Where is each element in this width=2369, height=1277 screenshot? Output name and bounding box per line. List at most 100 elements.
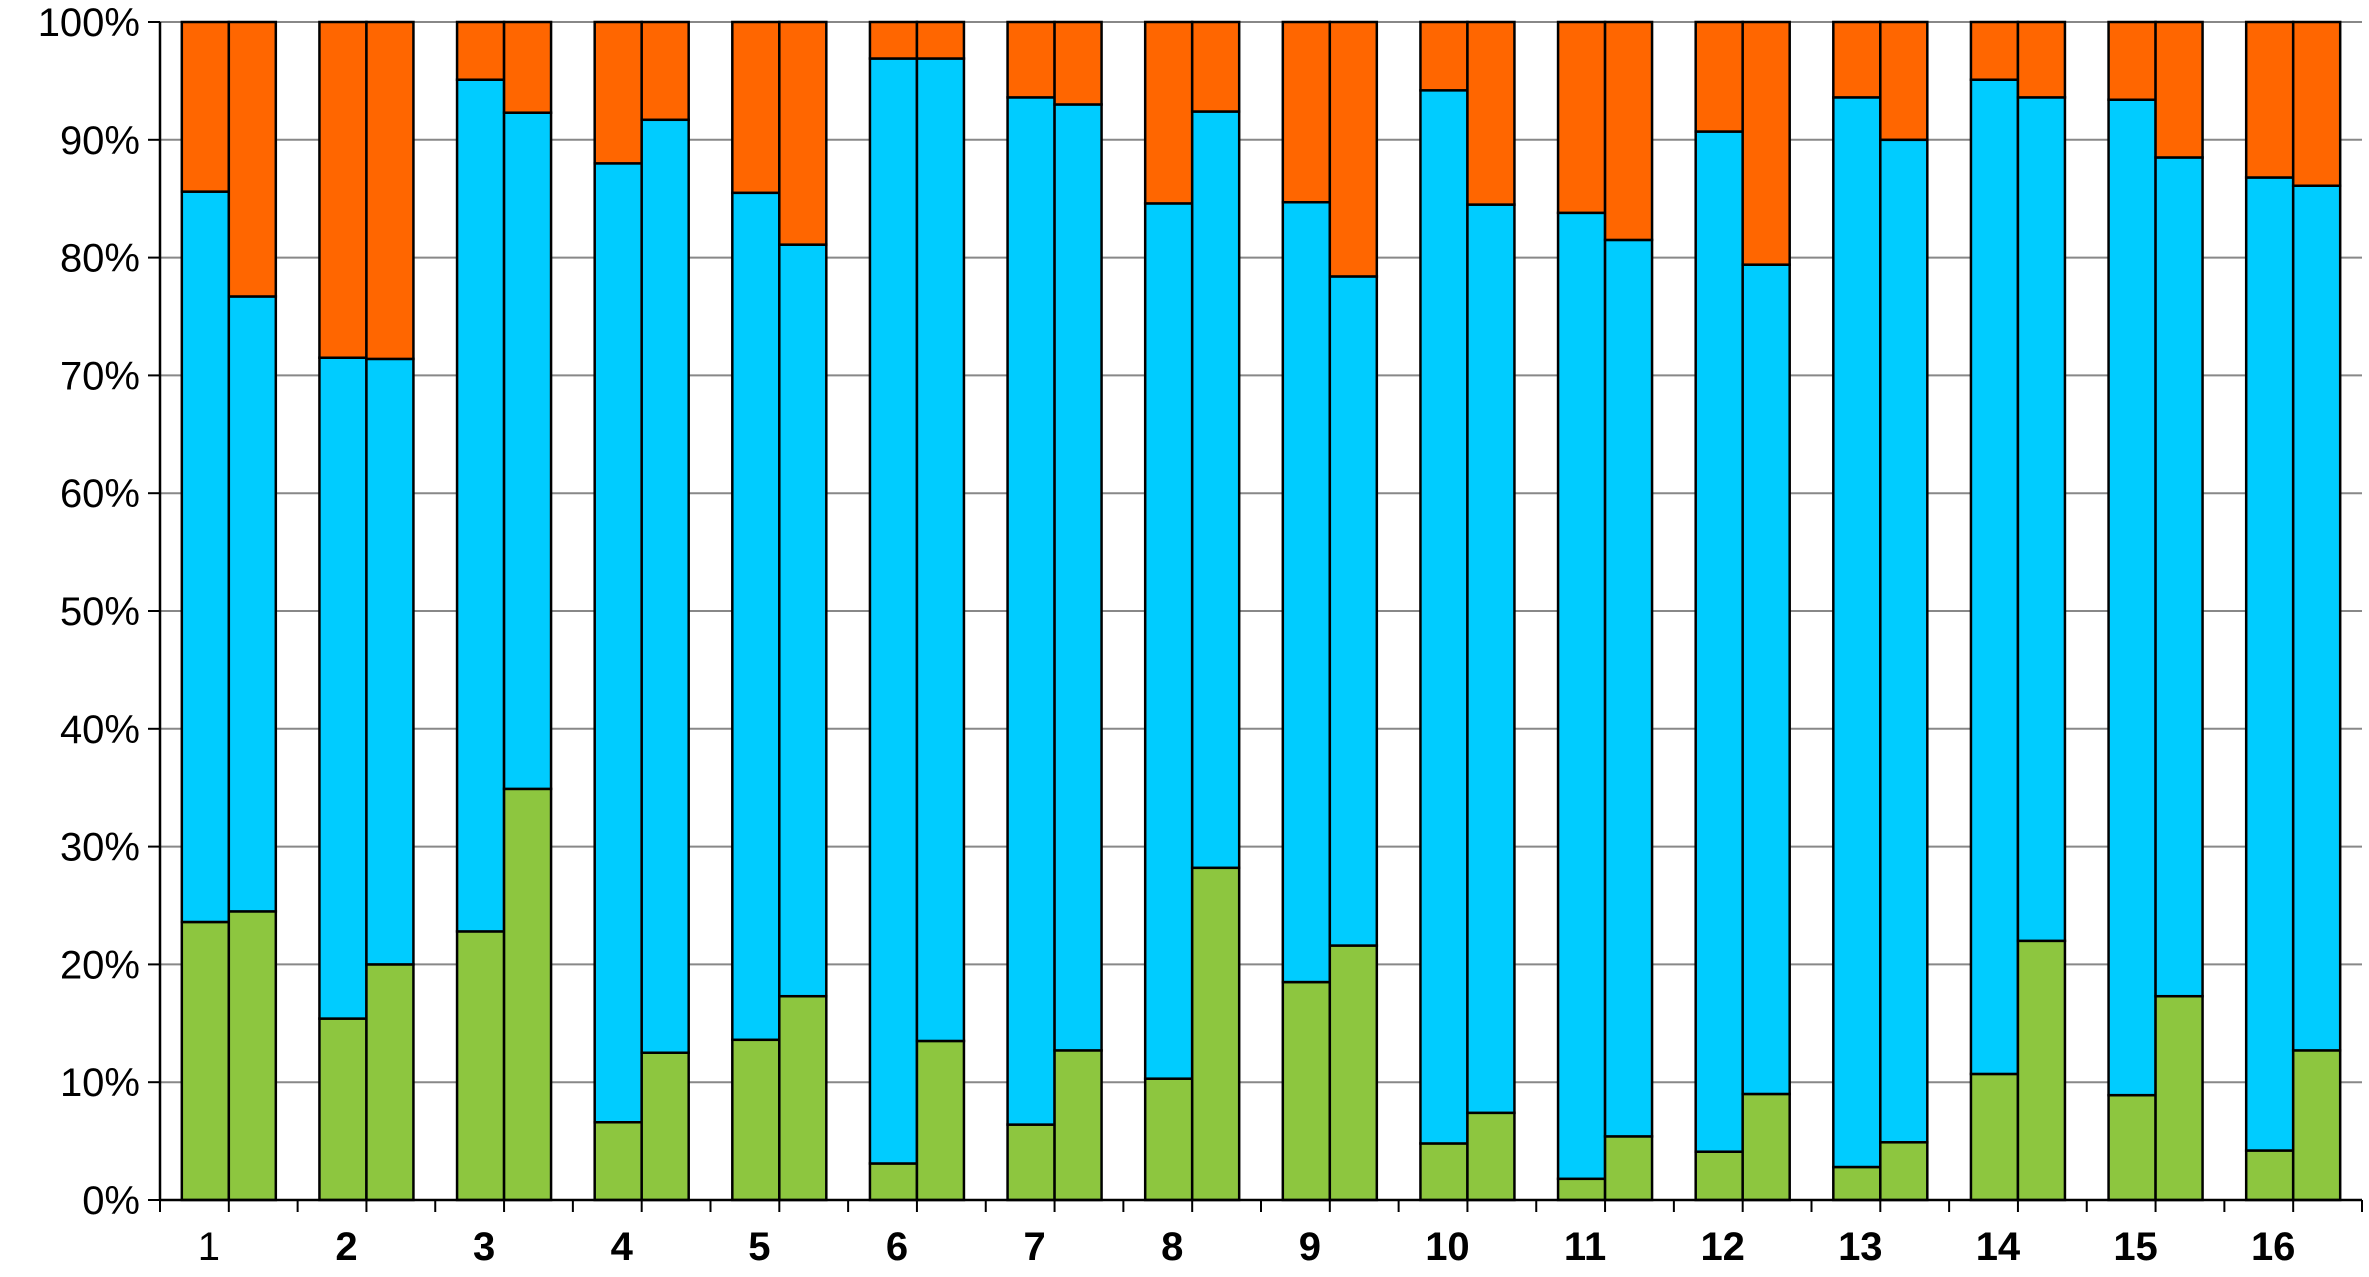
bar-segment bbox=[455, 930, 506, 1202]
x-tick-label: 8 bbox=[1161, 1225, 1183, 1269]
x-tick-label: 11 bbox=[1564, 1225, 1606, 1269]
bar-segment bbox=[227, 20, 278, 298]
bar-segment bbox=[2154, 20, 2204, 159]
bar-segment bbox=[2154, 156, 2204, 998]
y-tick-label: 100% bbox=[38, 1, 140, 45]
bar-segment bbox=[2244, 176, 2295, 1152]
y-tick-label: 40% bbox=[60, 708, 140, 752]
bar-segment bbox=[1556, 1177, 1607, 1202]
bar-segment bbox=[1969, 20, 2020, 81]
bar-segment bbox=[1053, 20, 1103, 106]
bar-segment bbox=[1879, 138, 1929, 1144]
bar-segment bbox=[2291, 1049, 2342, 1202]
bar-segment bbox=[2107, 1093, 2157, 1202]
bar-segment bbox=[1969, 78, 2020, 1076]
bar-segment bbox=[2107, 98, 2157, 1097]
bar-segment bbox=[1694, 1150, 1744, 1202]
bar-segment bbox=[2244, 1149, 2295, 1202]
y-tick-label: 10% bbox=[60, 1061, 140, 1105]
bar-segment bbox=[1556, 20, 1607, 215]
bar-segment bbox=[180, 190, 231, 924]
bar-segment bbox=[1741, 263, 1791, 1096]
bar-series bbox=[180, 20, 2342, 1202]
bar-segment bbox=[1694, 20, 1744, 133]
bar-segment bbox=[1832, 1165, 1882, 1202]
bar-segment bbox=[1053, 1049, 1103, 1202]
bar-segment bbox=[1556, 211, 1607, 1181]
bar-segment bbox=[593, 20, 643, 165]
bar-segment bbox=[731, 191, 781, 1042]
bar-segment bbox=[640, 118, 690, 1055]
x-tick-label: 7 bbox=[1023, 1225, 1045, 1269]
bar-segment bbox=[2154, 994, 2204, 1202]
bar-segment bbox=[1053, 103, 1103, 1052]
bar-segment bbox=[1328, 275, 1379, 947]
bar-segment bbox=[1190, 866, 1241, 1202]
bar-segment bbox=[731, 20, 781, 195]
bar-segment bbox=[1694, 130, 1744, 1153]
bar-segment bbox=[593, 162, 643, 1124]
x-tick-label: 16 bbox=[2251, 1225, 2296, 1269]
y-tick-label: 50% bbox=[60, 590, 140, 634]
bar-segment bbox=[640, 20, 690, 122]
y-tick-label: 20% bbox=[60, 943, 140, 987]
bar-segment bbox=[778, 20, 828, 246]
bar-segment bbox=[365, 963, 415, 1202]
bar-segment bbox=[2016, 96, 2067, 943]
bar-segment bbox=[1603, 238, 1654, 1138]
bar-segment bbox=[1832, 20, 1882, 99]
bar-segment bbox=[1006, 96, 1056, 1126]
bar-segment bbox=[502, 20, 553, 114]
bar-segment bbox=[1969, 1072, 2020, 1202]
bar-segment bbox=[1006, 1123, 1056, 1202]
bar-segment bbox=[502, 111, 553, 791]
bar-segment bbox=[1006, 20, 1056, 99]
bar-segment bbox=[2244, 20, 2295, 179]
bar-segment bbox=[778, 994, 828, 1202]
bar-segment bbox=[227, 910, 278, 1202]
bar-segment bbox=[1741, 1092, 1791, 1202]
bar-segment bbox=[2107, 20, 2157, 101]
bar-segment bbox=[2291, 184, 2342, 1052]
bar-segment bbox=[1603, 20, 1654, 242]
x-tick-label: 13 bbox=[1838, 1225, 1883, 1269]
bar-segment bbox=[1466, 20, 1516, 206]
x-tick-label: 2 bbox=[335, 1225, 357, 1269]
bar-segment bbox=[318, 1017, 368, 1202]
bar-segment bbox=[1879, 1141, 1929, 1202]
bar-segment bbox=[455, 78, 506, 933]
bar-segment bbox=[1603, 1135, 1654, 1202]
y-tick-label: 30% bbox=[60, 826, 140, 870]
bar-segment bbox=[1419, 1142, 1469, 1202]
y-tick-label: 80% bbox=[60, 237, 140, 281]
x-tick-label: 5 bbox=[748, 1225, 770, 1269]
bar-segment bbox=[455, 20, 506, 81]
bar-segment bbox=[365, 357, 415, 966]
bar-segment bbox=[1190, 20, 1241, 113]
bar-segment bbox=[180, 920, 231, 1202]
bar-segment bbox=[915, 57, 966, 1043]
x-tick-label: 9 bbox=[1299, 1225, 1321, 1269]
x-tick-label: 3 bbox=[473, 1225, 495, 1269]
bar-segment bbox=[1328, 20, 1379, 278]
bar-segment bbox=[365, 20, 415, 361]
bar-segment bbox=[318, 356, 368, 1020]
bar-segment bbox=[180, 20, 231, 193]
y-tick-label: 60% bbox=[60, 472, 140, 516]
bar-segment bbox=[915, 1039, 966, 1202]
bar-segment bbox=[502, 787, 553, 1202]
x-tick-label: 6 bbox=[886, 1225, 908, 1269]
bar-segment bbox=[1832, 96, 1882, 1169]
x-tick-label: 15 bbox=[2113, 1225, 2158, 1269]
bar-segment bbox=[2016, 939, 2067, 1202]
bar-segment bbox=[2016, 20, 2067, 99]
y-tick-label: 70% bbox=[60, 354, 140, 398]
bar-segment bbox=[1328, 944, 1379, 1202]
bar-segment bbox=[1466, 203, 1516, 1115]
bar-segment bbox=[2291, 20, 2342, 187]
y-tick-label: 90% bbox=[60, 119, 140, 163]
bar-segment bbox=[1143, 202, 1194, 1080]
bar-segment bbox=[868, 20, 919, 60]
bar-segment bbox=[868, 1162, 919, 1202]
